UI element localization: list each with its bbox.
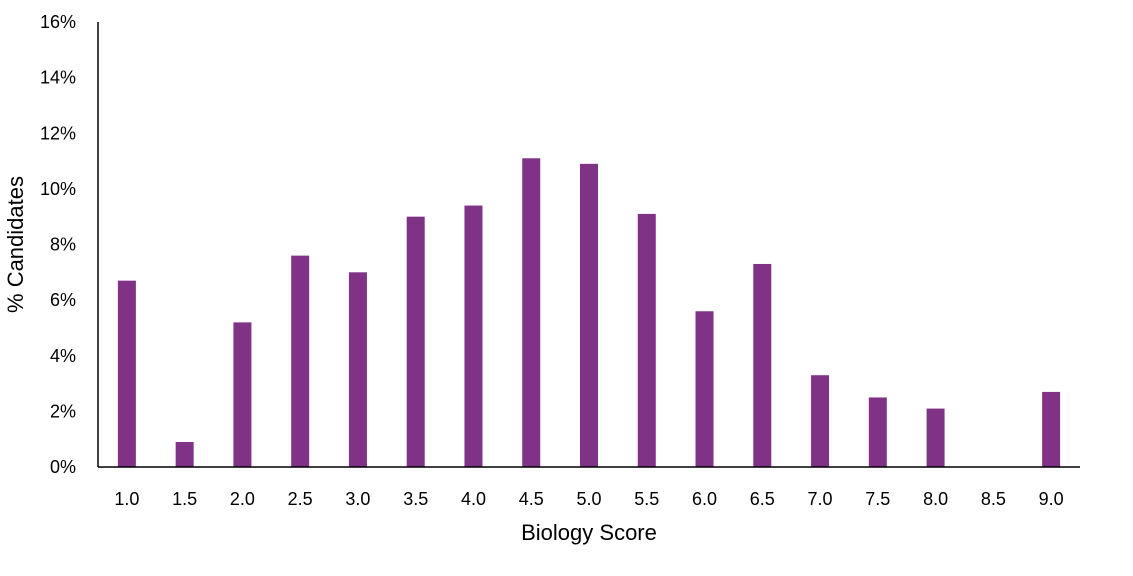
y-tick-label: 8% [50,235,76,255]
y-tick-label: 14% [40,68,76,88]
bars-group [117,158,1061,467]
x-tick-label: 6.0 [692,489,717,509]
x-tick-label: 8.0 [923,489,948,509]
bar-5.0 [580,163,598,467]
bar-8.0 [926,408,945,467]
x-tick-label: 8.5 [981,489,1006,509]
x-tick-label: 6.5 [750,489,775,509]
y-tick-labels: 0% 2% 4% 6% 8% 10% 12% 14% 16% [40,12,76,477]
y-axis-title: % Candidates [3,176,28,313]
x-tick-label: 4.0 [461,489,486,509]
bar-1.0 [117,280,136,467]
x-tick-label: 3.0 [345,489,370,509]
x-tick-label: 1.0 [114,489,139,509]
y-tick-label: 2% [50,401,76,421]
y-tick-label: 10% [40,179,76,199]
bar-4.0 [464,205,483,467]
bar-3.5 [406,216,425,467]
bar-6.0 [695,311,714,467]
bar-2.5 [291,255,310,467]
x-tick-label: 2.5 [288,489,313,509]
y-tick-label: 4% [50,346,76,366]
bar-7.0 [811,375,830,467]
x-tick-label: 7.0 [808,489,833,509]
x-tick-label: 9.0 [1039,489,1064,509]
x-tick-label: 4.5 [519,489,544,509]
bar-2.0 [233,322,252,467]
x-axis-title: Biology Score [521,520,657,545]
x-tick-label: 2.0 [230,489,255,509]
bar-1.5 [175,441,194,467]
bar-9.0 [1042,391,1061,467]
y-tick-label: 0% [50,457,76,477]
bar-4.5 [522,158,541,467]
bar-6.5 [753,263,772,467]
y-tick-label: 6% [50,290,76,310]
bar-3.0 [348,272,367,467]
x-tick-label: 5.0 [576,489,601,509]
x-tick-label: 7.5 [865,489,890,509]
bar-7.5 [868,397,887,467]
x-tick-label: 1.5 [172,489,197,509]
x-tick-label: 3.5 [403,489,428,509]
bar-5.5 [637,213,656,467]
y-tick-label: 12% [40,123,76,143]
x-tick-labels: 1.0 1.5 2.0 2.5 3.0 3.5 4.0 4.5 5.0 5.5 6.0 6.5 7.0 7… [114,489,1063,509]
y-tick-label: 16% [40,12,76,32]
x-tick-label: 5.5 [634,489,659,509]
